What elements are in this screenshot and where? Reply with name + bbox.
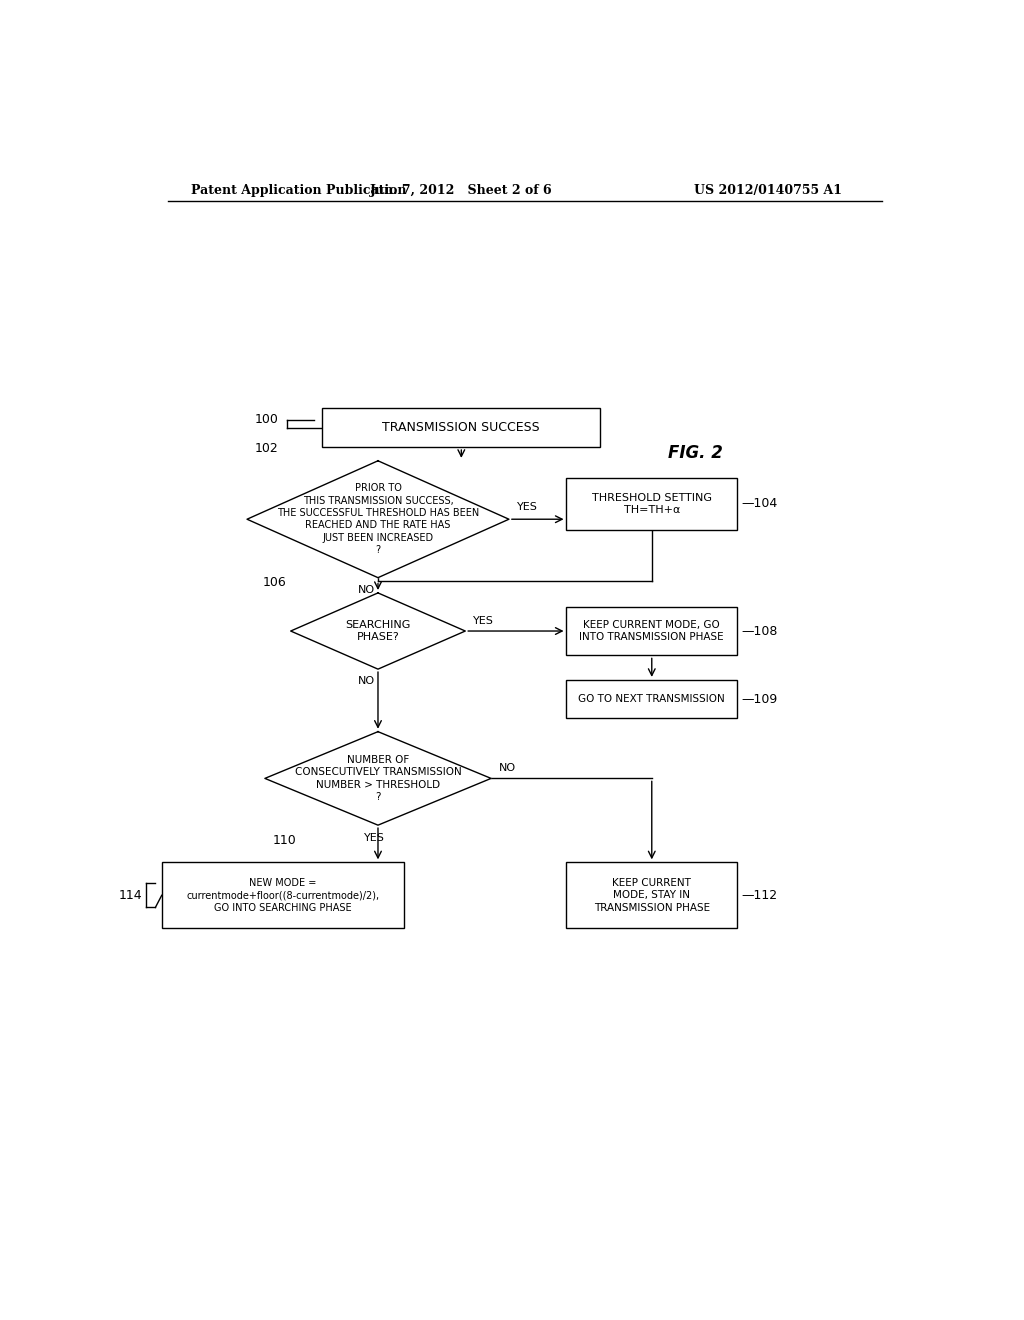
Bar <box>566 862 737 928</box>
Text: THRESHOLD SETTING
TH=TH+α: THRESHOLD SETTING TH=TH+α <box>592 492 712 515</box>
Text: NO: NO <box>357 585 375 595</box>
Text: NUMBER OF
CONSECUTIVELY TRANSMISSION
NUMBER > THRESHOLD
?: NUMBER OF CONSECUTIVELY TRANSMISSION NUM… <box>295 755 462 803</box>
Text: 100: 100 <box>255 413 279 426</box>
Text: —104: —104 <box>741 498 777 511</box>
Bar <box>323 408 600 447</box>
Text: KEEP CURRENT
MODE, STAY IN
TRANSMISSION PHASE: KEEP CURRENT MODE, STAY IN TRANSMISSION … <box>594 878 710 912</box>
Text: NEW MODE =
currentmode+floor((8-currentmode)/2),
GO INTO SEARCHING PHASE: NEW MODE = currentmode+floor((8-currentm… <box>186 878 379 912</box>
Polygon shape <box>247 461 509 578</box>
Text: —109: —109 <box>741 693 777 706</box>
Bar <box>566 478 737 531</box>
Text: NO: NO <box>357 676 375 686</box>
Text: —108: —108 <box>741 624 777 638</box>
Text: SEARCHING
PHASE?: SEARCHING PHASE? <box>345 620 411 643</box>
Text: Patent Application Publication: Patent Application Publication <box>191 185 407 198</box>
Polygon shape <box>265 731 492 825</box>
Text: US 2012/0140755 A1: US 2012/0140755 A1 <box>694 185 842 198</box>
Text: 110: 110 <box>272 834 297 847</box>
Bar <box>566 607 737 656</box>
Text: —112: —112 <box>741 888 777 902</box>
Text: NO: NO <box>499 763 516 774</box>
Text: TRANSMISSION SUCCESS: TRANSMISSION SUCCESS <box>383 421 540 434</box>
Text: YES: YES <box>364 833 384 843</box>
Text: PRIOR TO
THIS TRANSMISSION SUCCESS,
THE SUCCESSFUL THRESHOLD HAS BEEN
REACHED AN: PRIOR TO THIS TRANSMISSION SUCCESS, THE … <box>276 483 479 556</box>
Polygon shape <box>291 593 465 669</box>
Text: Jun. 7, 2012   Sheet 2 of 6: Jun. 7, 2012 Sheet 2 of 6 <box>370 185 553 198</box>
Text: 106: 106 <box>263 577 287 589</box>
Text: YES: YES <box>473 616 495 626</box>
Text: FIG. 2: FIG. 2 <box>668 444 723 462</box>
Bar <box>162 862 403 928</box>
Text: YES: YES <box>517 502 538 512</box>
Text: 102: 102 <box>255 442 279 455</box>
Text: GO TO NEXT TRANSMISSION: GO TO NEXT TRANSMISSION <box>579 694 725 704</box>
Text: 114: 114 <box>118 888 142 902</box>
Bar <box>566 680 737 718</box>
Text: KEEP CURRENT MODE, GO
INTO TRANSMISSION PHASE: KEEP CURRENT MODE, GO INTO TRANSMISSION … <box>580 620 724 643</box>
